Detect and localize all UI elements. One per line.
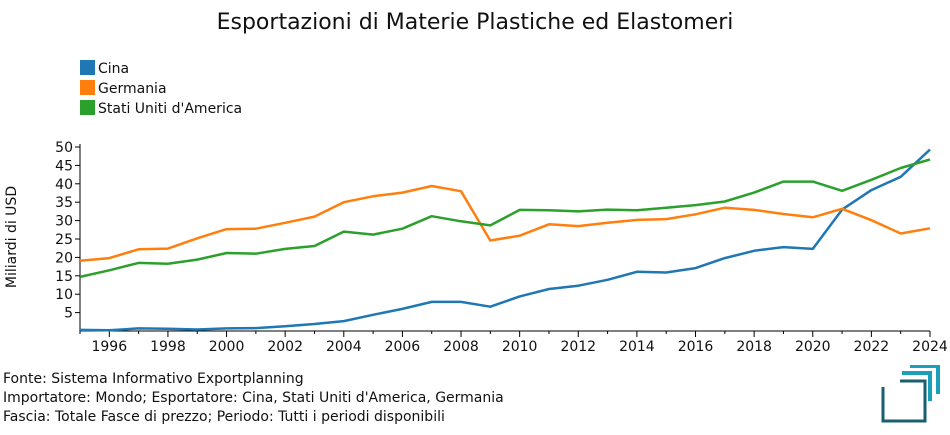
exportplanning-logo-icon <box>880 365 940 423</box>
legend-label: Germania <box>98 81 167 97</box>
y-tick-label: 50 <box>55 140 73 156</box>
y-tick-label: 40 <box>55 177 73 193</box>
series-line-1 <box>79 184 931 262</box>
y-tick-label: 30 <box>55 214 73 230</box>
x-tick-label: 2008 <box>443 339 479 355</box>
y-tick-label: 20 <box>55 250 73 266</box>
x-tick-label: 2018 <box>736 339 772 355</box>
legend-label: Cina <box>98 61 129 77</box>
x-tick-label: 2002 <box>267 339 303 355</box>
x-tick-label: 2004 <box>326 339 362 355</box>
y-axis-label: Miliardi di USD <box>4 186 20 288</box>
x-tick-label: 2024 <box>912 339 948 355</box>
x-tick-label: 2006 <box>385 339 421 355</box>
series-line-0 <box>79 148 931 332</box>
footer: Fonte: Sistema Informativo Exportplannin… <box>3 370 504 427</box>
x-tick-label: 2000 <box>209 339 245 355</box>
y-tick-label: 15 <box>55 269 73 285</box>
y-tick-label: 10 <box>55 287 73 303</box>
y-tick-label: 25 <box>55 232 73 248</box>
legend-swatch <box>80 60 95 75</box>
y-tick-label: 45 <box>55 158 73 174</box>
legend-swatch <box>80 80 95 95</box>
x-tick-label: 2014 <box>619 339 655 355</box>
footer-range: Fascia: Totale Fasce di prezzo; Periodo:… <box>3 409 445 425</box>
x-tick-label: 1998 <box>150 339 186 355</box>
legend-label: Stati Uniti d'America <box>98 101 242 117</box>
x-tick-label: 1996 <box>91 339 127 355</box>
x-tick-label: 2016 <box>678 339 714 355</box>
legend: Cina Germania Stati Uniti d'America <box>80 60 242 117</box>
legend-swatch <box>80 100 95 115</box>
footer-source: Fonte: Sistema Informativo Exportplannin… <box>3 371 304 387</box>
footer-importer: Importatore: Mondo; Esportatore: Cina, S… <box>3 390 504 406</box>
y-tick-label: 35 <box>55 195 73 211</box>
x-tick-label: 2012 <box>560 339 596 355</box>
chart-title: Esportazioni di Materie Plastiche ed Ela… <box>217 10 734 35</box>
x-tick-label: 2010 <box>502 339 538 355</box>
x-tick-label: 2022 <box>854 339 890 355</box>
series-line-2 <box>79 158 931 279</box>
plot-lines <box>79 148 931 332</box>
y-tick-label: 5 <box>64 306 73 322</box>
chart: Esportazioni di Materie Plastiche ed Ela… <box>4 10 948 355</box>
axes: 5 10 15 20 25 30 35 40 45 50 1996 1998 2000 2002 2004 2… <box>55 140 948 355</box>
x-tick-label: 2020 <box>795 339 831 355</box>
